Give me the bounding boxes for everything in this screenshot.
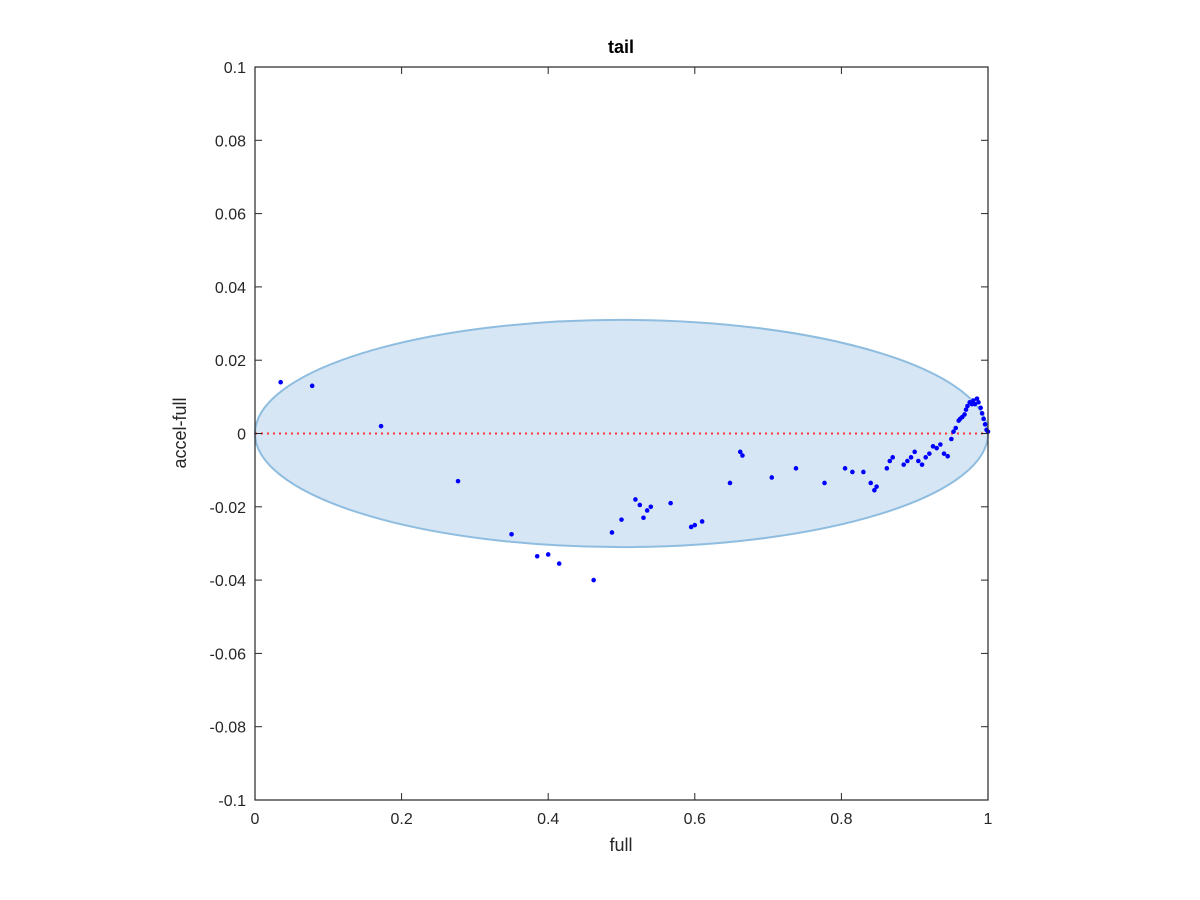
y-tick-label: -0.04 (210, 573, 247, 590)
scatter-points-layer (278, 379, 991, 583)
scatter-point (982, 422, 988, 427)
scatter-point (644, 508, 650, 513)
scatter-point (927, 451, 932, 456)
scatter-point (978, 405, 983, 411)
scatter-point (545, 552, 551, 557)
x-tick-label: 1 (984, 811, 993, 828)
scatter-point (951, 429, 956, 434)
x-tick-label: 0 (251, 811, 260, 828)
y-axis-label: accel-full (170, 397, 190, 468)
scatter-point (965, 403, 970, 409)
scatter-point (901, 462, 907, 467)
scatter-point (455, 478, 461, 484)
chart-title: tail (608, 37, 634, 57)
scatter-point (619, 517, 624, 522)
scatter-point (278, 379, 283, 385)
scatter-point (974, 396, 980, 401)
y-tick-label: -0.08 (210, 720, 247, 737)
scatter-point (890, 455, 896, 460)
scatter-point (930, 444, 936, 449)
scatter-point (953, 425, 959, 431)
scatter-point (981, 416, 986, 422)
scatter-point (727, 480, 733, 486)
scatter-point (378, 423, 384, 429)
scatter-point (916, 458, 921, 464)
scatter-point (822, 480, 827, 486)
scatter-point (868, 480, 874, 486)
scatter-point (919, 462, 925, 467)
scatter-point (842, 466, 848, 471)
scatter-point (309, 383, 315, 389)
scatter-point (874, 484, 879, 489)
x-tick-label: 0.6 (684, 811, 706, 828)
scatter-point (872, 488, 877, 493)
scatter-point (850, 469, 855, 475)
scatter-point (668, 500, 673, 506)
scatter-point (591, 577, 596, 583)
scatter-point (648, 504, 654, 510)
y-tick-label: 0.04 (215, 280, 246, 297)
scatter-point (692, 522, 698, 528)
scatter-point (887, 458, 893, 464)
scatter-point (923, 455, 928, 460)
scatter-point (509, 531, 514, 537)
y-tick-label: -0.02 (210, 500, 247, 517)
scatter-point (979, 411, 985, 416)
y-tick-label: 0.02 (215, 353, 246, 370)
scatter-point (962, 412, 967, 417)
ticks-layer: 0 0.2 0.4 0.6 0.8 1 -0.1 -0.08 -0.06 -0.04 -0.02 0 0… (210, 60, 993, 828)
y-tick-label: 0 (237, 427, 246, 444)
scatter-point (534, 553, 540, 559)
scatter-point (912, 449, 917, 455)
scatter-point (737, 449, 743, 455)
x-tick-label: 0.8 (830, 811, 852, 828)
scatter-point (699, 519, 705, 524)
scatter-point (908, 455, 914, 460)
scatter-point (556, 561, 562, 566)
scatter-point (688, 524, 694, 530)
scatter-point (976, 400, 981, 405)
scatter-point (971, 398, 976, 403)
scatter-point (972, 401, 978, 407)
y-tick-label: -0.06 (210, 646, 247, 663)
scatter-point (769, 475, 775, 480)
y-tick-label: 0.06 (215, 207, 246, 224)
scatter-point (740, 453, 745, 458)
scatter-point (793, 466, 799, 471)
scatter-point (905, 458, 910, 464)
scatter-point (934, 445, 939, 451)
scatter-point (633, 497, 638, 502)
scatter-point (938, 442, 943, 447)
scatter-point (941, 451, 947, 456)
x-tick-label: 0.2 (390, 811, 412, 828)
scatter-point (884, 466, 890, 471)
scatter-point (963, 407, 969, 412)
scatter-point (861, 469, 866, 475)
scatter-point (641, 515, 646, 521)
y-tick-label: -0.1 (218, 793, 246, 810)
y-tick-label: 0.08 (215, 133, 246, 150)
scatter-point (949, 436, 954, 442)
y-tick-label: 0.1 (224, 60, 246, 77)
scatter-point (945, 453, 950, 459)
x-tick-label: 0.4 (537, 811, 559, 828)
scatter-point (609, 530, 615, 535)
x-axis-label: full (609, 835, 632, 855)
scatter-point (637, 502, 643, 508)
